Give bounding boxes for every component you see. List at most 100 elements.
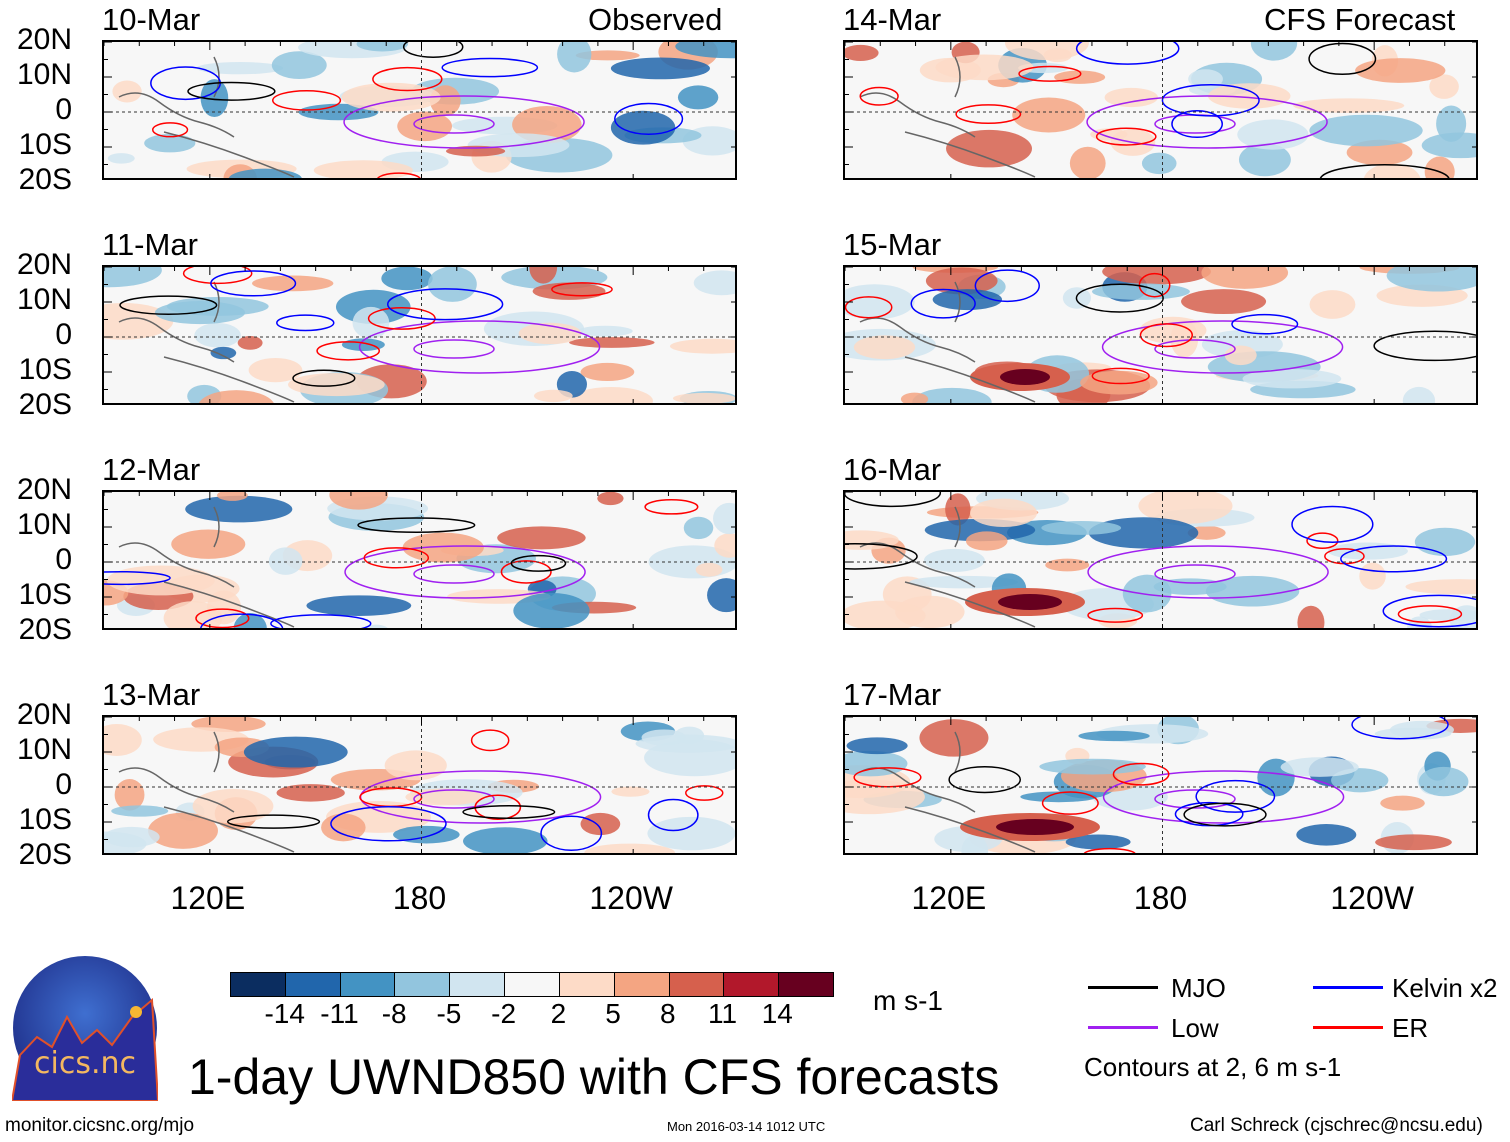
contour-mjo bbox=[119, 295, 218, 315]
colorbar-tick-label: 5 bbox=[605, 998, 621, 1029]
contour-kelvin bbox=[540, 815, 603, 851]
footer-author: Carl Schreck (cjschrec@ncsu.edu) bbox=[1190, 1115, 1483, 1136]
wind-anomaly-shading bbox=[675, 42, 735, 59]
colorbar-tick-label: 11 bbox=[707, 998, 738, 1029]
contour-kelvin bbox=[1382, 594, 1476, 628]
contour-mjo bbox=[1308, 42, 1377, 76]
lat-tick-label: 0 bbox=[55, 93, 72, 126]
lat-tick-label: 10N bbox=[16, 283, 72, 316]
wind-anomaly-shading bbox=[677, 85, 719, 110]
map-panel bbox=[102, 265, 737, 405]
contour-er bbox=[372, 66, 443, 92]
contour-mjo bbox=[226, 814, 321, 829]
contour-low bbox=[413, 339, 495, 359]
colorbar-swatch bbox=[669, 973, 725, 996]
coastline bbox=[118, 281, 295, 403]
wind-anomaly-shading bbox=[1380, 795, 1425, 811]
legend-low: Low bbox=[1171, 1013, 1219, 1043]
wind-anomaly-shading bbox=[306, 595, 412, 616]
wind-anomaly-shading bbox=[610, 110, 676, 145]
wind-anomaly-shading bbox=[107, 153, 135, 164]
contour-low bbox=[343, 95, 585, 149]
contour-er bbox=[845, 296, 893, 319]
contour-er bbox=[859, 86, 899, 106]
coastline bbox=[118, 731, 295, 853]
contour-mjo bbox=[187, 81, 276, 101]
map-panel bbox=[102, 490, 737, 630]
wind-anomaly-shading bbox=[1429, 74, 1459, 99]
wind-anomaly-shading bbox=[1041, 520, 1122, 535]
wind-anomaly-shading bbox=[569, 337, 655, 348]
wind-anomaly-shading bbox=[932, 289, 1003, 311]
colorbar bbox=[230, 972, 834, 997]
contour-low bbox=[1102, 770, 1345, 824]
wind-anomaly-shading bbox=[533, 389, 573, 403]
contour-low bbox=[413, 114, 495, 134]
wind-anomaly-shading bbox=[1122, 574, 1172, 613]
contour-er bbox=[500, 560, 552, 584]
wind-anomaly-shading bbox=[846, 737, 908, 755]
lat-tick-label: 20N bbox=[16, 698, 72, 731]
contour-er bbox=[644, 499, 699, 515]
wind-anomaly-shading bbox=[970, 498, 1038, 528]
coastline bbox=[859, 56, 1036, 178]
contour-er bbox=[1041, 791, 1099, 815]
wind-anomaly-shading bbox=[935, 54, 1034, 81]
contour-kelvin bbox=[910, 288, 976, 319]
lat-tick-label: 20N bbox=[16, 23, 72, 56]
wind-anomaly-shading bbox=[1375, 834, 1452, 851]
lat-tick-label: 20S bbox=[18, 388, 72, 421]
footer-url[interactable]: monitor.cicsnc.org/mjo bbox=[5, 1115, 195, 1136]
wind-anomaly-shading bbox=[693, 270, 735, 296]
wind-anomaly-shading bbox=[1405, 579, 1476, 595]
panel-date: 10-Mar bbox=[102, 2, 201, 37]
lat-tick-label: 0 bbox=[55, 318, 72, 351]
wind-anomaly-shading bbox=[707, 578, 735, 613]
colorbar-tick-label: -14 bbox=[264, 998, 305, 1029]
figure-title: 1-day UWND850 with CFS forecasts bbox=[188, 1049, 1000, 1105]
wind-anomaly-shading bbox=[1363, 163, 1421, 178]
wind-anomaly-shading bbox=[329, 492, 388, 510]
wind-anomaly-shading bbox=[112, 80, 142, 103]
wind-anomaly-shading bbox=[672, 392, 735, 403]
wind-anomaly-shading bbox=[463, 827, 548, 853]
contour-mjo bbox=[1075, 283, 1164, 313]
wind-anomaly-shading bbox=[946, 129, 1032, 168]
wind-anomaly-shading bbox=[1421, 132, 1476, 159]
wind-anomaly-shading bbox=[998, 594, 1062, 610]
wind-anomaly-shading bbox=[961, 835, 989, 853]
wind-anomaly-shading bbox=[402, 532, 484, 563]
wind-anomaly-shading bbox=[845, 779, 925, 815]
wind-anomaly-shading bbox=[1201, 267, 1289, 289]
contour-er bbox=[182, 267, 253, 285]
colorbar-swatch bbox=[779, 973, 833, 996]
wind-anomaly-shading bbox=[532, 282, 606, 300]
wind-anomaly-shading bbox=[1280, 757, 1359, 777]
contour-mjo bbox=[292, 369, 356, 387]
contour-mjo bbox=[462, 804, 556, 820]
contour-kelvin bbox=[441, 57, 539, 78]
wind-anomaly-shading bbox=[1327, 542, 1408, 560]
colorbar-swatch bbox=[505, 973, 560, 996]
svg-text:cics.nc: cics.nc bbox=[34, 1046, 136, 1081]
wind-anomaly-shading bbox=[641, 729, 687, 746]
contour-kelvin bbox=[270, 614, 372, 628]
lat-tick-label: 10S bbox=[18, 353, 72, 386]
contour-mjo bbox=[510, 554, 567, 572]
contour-er bbox=[1112, 762, 1170, 786]
wind-anomaly-shading bbox=[845, 284, 915, 320]
contour-kelvin bbox=[330, 806, 447, 842]
wind-anomaly-shading bbox=[996, 819, 1074, 835]
colorbar-swatch bbox=[614, 973, 670, 996]
contour-low bbox=[1086, 95, 1328, 149]
wind-anomaly-shading bbox=[1296, 824, 1357, 846]
wind-anomaly-shading bbox=[144, 133, 196, 153]
wind-anomaly-shading bbox=[1224, 345, 1257, 366]
contour-mjo bbox=[1373, 330, 1476, 362]
wind-anomaly-shading bbox=[248, 357, 303, 383]
wind-anomaly-shading bbox=[288, 373, 385, 397]
wind-anomaly-shading bbox=[104, 724, 142, 756]
colorbar-tick-label: -8 bbox=[381, 998, 407, 1029]
wind-anomaly-shading bbox=[1389, 720, 1454, 739]
colorbar-units: m s-1 bbox=[873, 985, 943, 1016]
